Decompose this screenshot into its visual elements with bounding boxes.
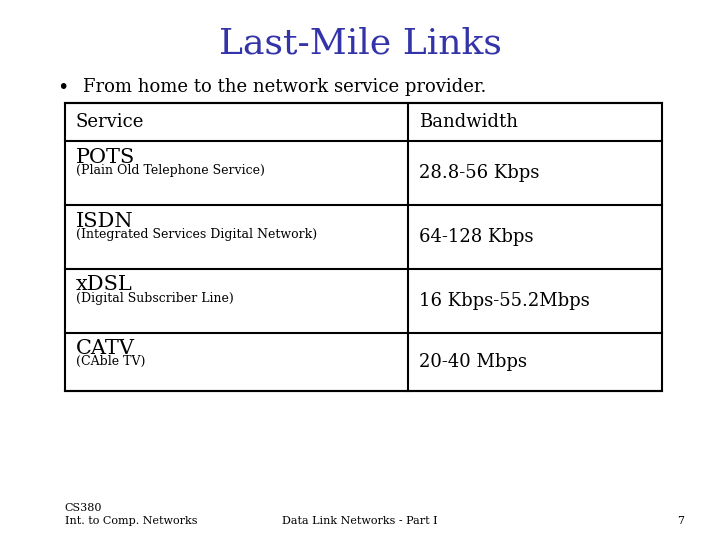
Text: 7: 7 [677, 516, 684, 526]
Text: (CAble TV): (CAble TV) [76, 355, 145, 368]
Text: 20-40 Mbps: 20-40 Mbps [419, 353, 527, 371]
Text: Last-Mile Links: Last-Mile Links [219, 27, 501, 61]
Text: (Digital Subscriber Line): (Digital Subscriber Line) [76, 292, 233, 305]
Text: CATV: CATV [76, 339, 135, 358]
Text: POTS: POTS [76, 148, 135, 167]
Text: Bandwidth: Bandwidth [419, 113, 518, 131]
Text: (Integrated Services Digital Network): (Integrated Services Digital Network) [76, 228, 317, 241]
Text: CS380
Int. to Comp. Networks: CS380 Int. to Comp. Networks [65, 503, 197, 526]
Text: From home to the network service provider.: From home to the network service provide… [83, 78, 486, 96]
Text: •: • [58, 78, 69, 97]
Text: 28.8-56 Kbps: 28.8-56 Kbps [419, 164, 539, 183]
Text: Service: Service [76, 113, 144, 131]
Text: 64-128 Kbps: 64-128 Kbps [419, 228, 534, 246]
Text: xDSL: xDSL [76, 275, 132, 294]
Text: ISDN: ISDN [76, 212, 133, 231]
Text: Data Link Networks - Part I: Data Link Networks - Part I [282, 516, 438, 526]
Text: 16 Kbps-55.2Mbps: 16 Kbps-55.2Mbps [419, 292, 590, 310]
Text: (Plain Old Telephone Service): (Plain Old Telephone Service) [76, 164, 264, 177]
FancyBboxPatch shape [65, 103, 662, 391]
